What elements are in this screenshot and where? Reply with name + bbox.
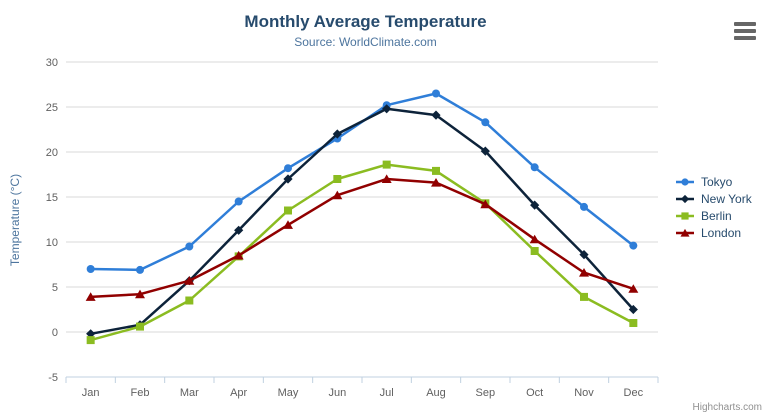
data-point-marker[interactable] <box>382 104 392 114</box>
y-axis-label: 30 <box>46 57 58 69</box>
diamond-legend-icon <box>676 194 694 203</box>
data-point-marker[interactable] <box>283 220 293 229</box>
data-point-marker[interactable] <box>480 199 491 209</box>
chart-title: Monthly Average Temperature <box>244 12 487 31</box>
data-point-marker[interactable] <box>283 174 293 184</box>
legend-label: New York <box>701 191 752 206</box>
x-axis-label: Nov <box>574 387 594 399</box>
data-point-marker[interactable] <box>284 206 292 215</box>
legend-item-london[interactable]: London <box>676 224 752 241</box>
series-london[interactable] <box>85 174 639 301</box>
data-point-marker[interactable] <box>629 241 638 250</box>
chart-subtitle: Source: WorldClimate.com <box>294 35 437 49</box>
data-point-marker[interactable] <box>680 228 690 237</box>
x-axis-label: Jun <box>328 387 346 399</box>
data-point-marker[interactable] <box>529 234 540 244</box>
x-axis-label: Sep <box>476 387 496 399</box>
data-point-marker[interactable] <box>579 250 589 260</box>
data-point-marker[interactable] <box>628 304 638 315</box>
data-point-marker[interactable] <box>530 163 539 172</box>
data-point-marker[interactable] <box>85 292 96 301</box>
y-axis-label: 0 <box>52 327 58 339</box>
data-point-marker[interactable] <box>185 242 194 251</box>
data-point-marker[interactable] <box>680 194 690 203</box>
series-tokyo[interactable] <box>86 89 638 274</box>
series-line <box>89 92 635 272</box>
y-axis-label: 20 <box>46 147 58 159</box>
y-axis-title: Temperature (°C) <box>8 173 22 267</box>
x-axis-label: Oct <box>526 387 543 399</box>
data-point-marker[interactable] <box>580 292 588 301</box>
legend-label: London <box>701 225 742 240</box>
data-point-marker[interactable] <box>681 211 689 220</box>
hamburger-icon[interactable] <box>734 22 756 43</box>
series-new-york[interactable] <box>86 104 638 339</box>
data-point-marker[interactable] <box>381 174 392 183</box>
legend-item-berlin[interactable]: Berlin <box>676 207 752 224</box>
data-point-marker[interactable] <box>234 225 244 235</box>
hamburger-bar <box>734 29 756 33</box>
data-point-marker[interactable] <box>530 200 540 210</box>
y-axis-label: 25 <box>46 102 58 114</box>
x-axis-label: Feb <box>131 387 150 399</box>
data-point-marker[interactable] <box>135 289 145 299</box>
data-point-marker[interactable] <box>185 296 194 305</box>
data-point-marker[interactable] <box>86 329 96 339</box>
y-axis-label: -5 <box>48 372 58 384</box>
legend-label: Berlin <box>701 208 732 223</box>
data-point-marker[interactable] <box>681 177 689 186</box>
y-axis-label: 15 <box>46 192 58 204</box>
x-axis-label: Apr <box>230 387 247 399</box>
x-axis-label: Aug <box>426 387 446 399</box>
triangle-legend-icon <box>676 228 694 237</box>
data-point-marker[interactable] <box>333 175 342 183</box>
data-point-marker[interactable] <box>136 322 144 331</box>
data-point-marker[interactable] <box>86 336 95 345</box>
series-line <box>89 177 635 299</box>
data-point-marker[interactable] <box>628 284 639 293</box>
x-axis-label: Mar <box>180 387 199 399</box>
series-line <box>89 163 635 342</box>
series-line <box>89 107 635 336</box>
data-point-marker[interactable] <box>580 202 588 211</box>
data-point-marker[interactable] <box>233 250 244 260</box>
hamburger-bar <box>734 36 756 40</box>
data-point-marker[interactable] <box>332 129 342 139</box>
x-axis-label: May <box>278 387 299 399</box>
legend-item-tokyo[interactable]: Tokyo <box>676 173 752 190</box>
data-point-marker[interactable] <box>432 89 440 98</box>
y-axis-label: 10 <box>46 237 58 249</box>
data-point-marker[interactable] <box>481 118 490 127</box>
legend-label: Tokyo <box>701 174 733 189</box>
circle-legend-icon <box>676 177 694 186</box>
x-axis-label: Jul <box>380 387 394 399</box>
data-point-marker[interactable] <box>579 268 589 277</box>
data-point-marker[interactable] <box>629 319 638 327</box>
x-axis-label: Jan <box>82 387 100 399</box>
hamburger-bar <box>734 22 756 26</box>
y-axis-label: 5 <box>52 282 58 294</box>
data-point-marker[interactable] <box>382 160 391 169</box>
x-axis-label: Dec <box>624 387 644 399</box>
data-point-marker[interactable] <box>184 276 195 285</box>
square-legend-icon <box>676 211 694 220</box>
legend-item-new-york[interactable]: New York <box>676 190 752 207</box>
data-point-marker[interactable] <box>136 265 144 274</box>
legend: Tokyo New York Berlin London <box>676 173 752 241</box>
data-point-marker[interactable] <box>431 178 441 187</box>
data-point-marker[interactable] <box>332 190 343 200</box>
data-point-marker[interactable] <box>234 197 243 206</box>
credits-link[interactable]: Highcharts.com <box>692 402 762 413</box>
data-point-marker[interactable] <box>432 166 440 175</box>
data-point-marker[interactable] <box>480 146 490 156</box>
data-point-marker[interactable] <box>431 110 441 120</box>
data-point-marker[interactable] <box>530 247 539 255</box>
data-point-marker[interactable] <box>284 164 292 173</box>
data-point-marker[interactable] <box>86 265 95 273</box>
